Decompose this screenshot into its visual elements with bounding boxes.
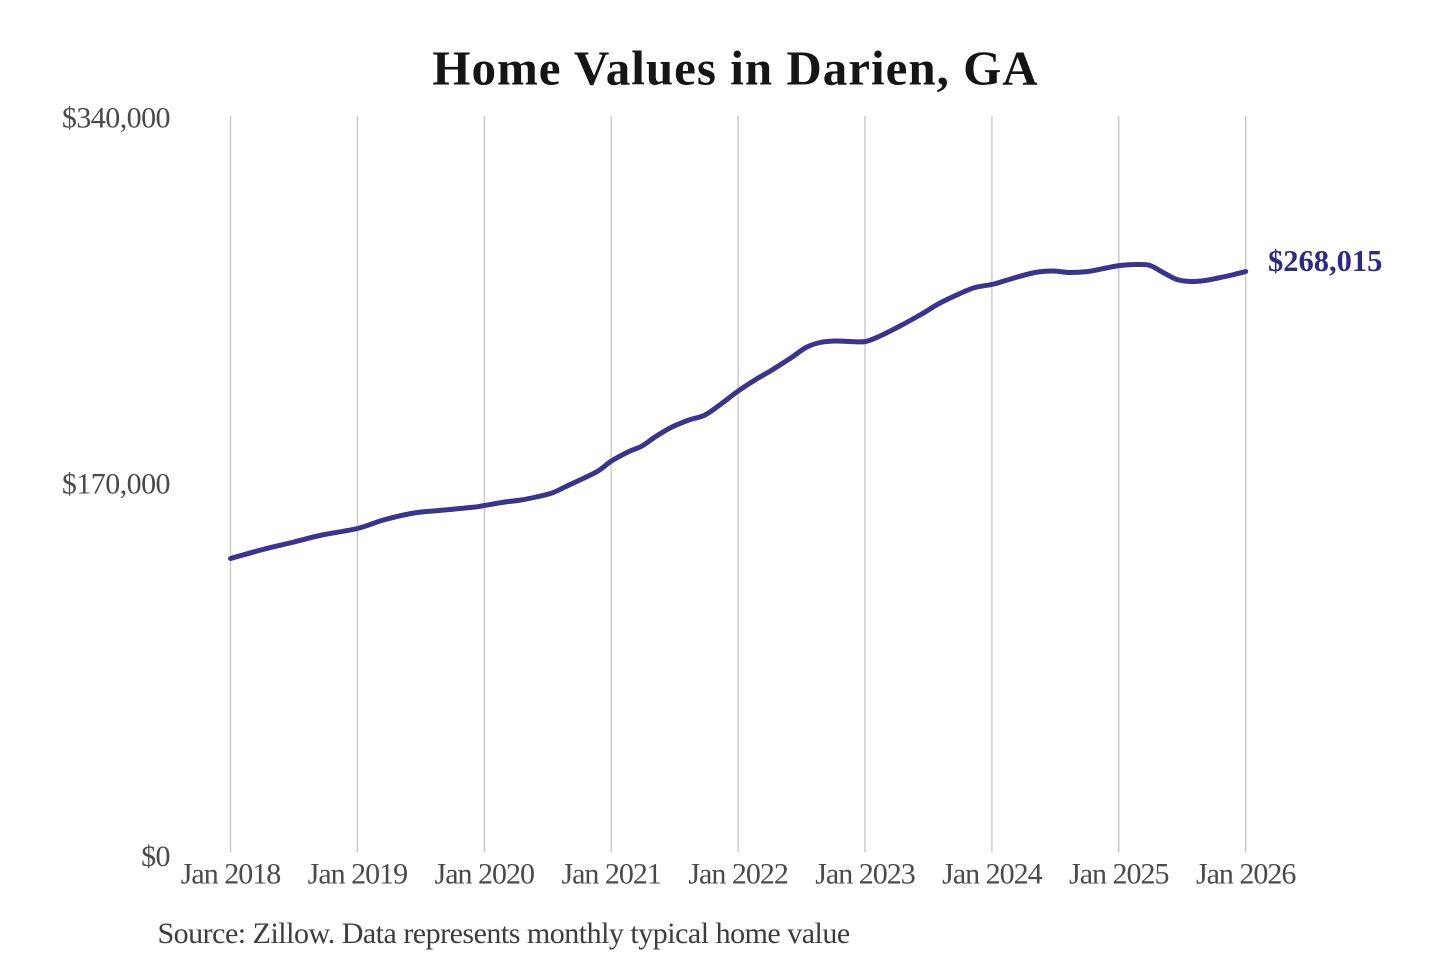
- svg-text:Home Values in Darien, GA: Home Values in Darien, GA: [432, 41, 1038, 96]
- svg-text:Source: Zillow. Data represent: Source: Zillow. Data represents monthly …: [158, 917, 850, 950]
- svg-text:Jan 2023: Jan 2023: [815, 858, 915, 891]
- svg-text:Jan 2019: Jan 2019: [308, 858, 408, 891]
- svg-text:Jan 2020: Jan 2020: [435, 858, 535, 891]
- svg-text:$268,015: $268,015: [1268, 244, 1382, 278]
- svg-text:$340,000: $340,000: [62, 102, 170, 135]
- svg-text:Jan 2025: Jan 2025: [1069, 858, 1169, 891]
- svg-text:Jan 2026: Jan 2026: [1196, 858, 1296, 891]
- svg-text:Jan 2022: Jan 2022: [688, 858, 788, 891]
- svg-text:Jan 2018: Jan 2018: [181, 858, 281, 891]
- svg-text:$0: $0: [141, 840, 170, 873]
- svg-text:Jan 2021: Jan 2021: [561, 858, 661, 891]
- svg-text:Jan 2024: Jan 2024: [942, 858, 1042, 891]
- svg-text:$170,000: $170,000: [62, 468, 170, 501]
